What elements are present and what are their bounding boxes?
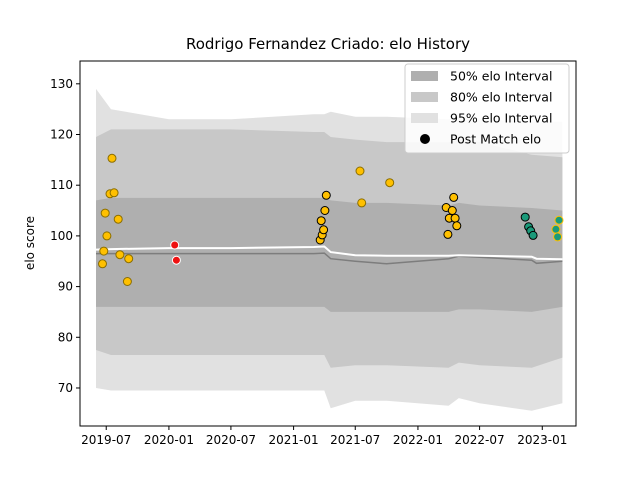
match-point — [551, 224, 561, 234]
y-axis-label: elo score — [23, 216, 37, 270]
match-point — [452, 221, 462, 231]
x-tick-label: 2020-07 — [206, 433, 256, 447]
y-tick-label: 90 — [58, 280, 73, 294]
y-tick-label: 110 — [50, 178, 73, 192]
match-point — [109, 188, 119, 198]
match-point — [449, 192, 459, 202]
legend: 50% elo Interval 80% elo Interval 95% elo … — [404, 63, 570, 154]
mean-elo-line — [96, 252, 563, 265]
legend-label: 80% elo Interval — [450, 90, 552, 105]
match-point — [170, 240, 180, 250]
x-tick-label: 2022-07 — [455, 433, 505, 447]
match-point — [107, 153, 117, 163]
legend-swatch — [411, 113, 438, 123]
legend-label: 50% elo Interval — [450, 69, 552, 84]
match-point — [171, 255, 181, 265]
legend-box — [404, 63, 570, 154]
y-tick-label: 120 — [50, 128, 73, 142]
y-tick-label: 70 — [58, 381, 73, 395]
x-tick-label: 2021-07 — [330, 433, 380, 447]
plot-area — [95, 88, 564, 411]
y-tick-label: 130 — [50, 77, 73, 91]
x-tick-label: 2020-01 — [144, 433, 194, 447]
x-tick-label: 2021-01 — [269, 433, 319, 447]
match-point — [355, 166, 365, 176]
match-point — [115, 250, 125, 260]
axes-frame — [79, 60, 577, 427]
legend-label: Post Match elo — [450, 132, 541, 147]
axes: 70 80 90 100 110 120 130 2019-07 2020-01 2020-07 2… — [50, 60, 577, 447]
legend-swatch — [411, 92, 438, 102]
chart-title: Rodrigo Fernandez Criado: elo History — [186, 35, 470, 53]
match-point — [443, 229, 453, 239]
match-point — [385, 178, 395, 188]
ci50-band — [96, 197, 563, 312]
match-point — [520, 212, 530, 222]
match-point — [122, 277, 132, 286]
match-point — [98, 259, 107, 269]
y-tick-label: 80 — [58, 330, 73, 344]
x-tick-label: 2019-07 — [81, 433, 131, 447]
match-point — [528, 230, 538, 240]
x-tick-label: 2022-01 — [393, 433, 443, 447]
match-point — [99, 246, 109, 256]
match-point — [102, 231, 112, 241]
match-point — [320, 206, 330, 215]
match-point — [124, 254, 134, 264]
legend-swatch — [411, 71, 438, 81]
legend-label: 95% elo Interval — [450, 111, 552, 126]
match-point — [100, 208, 110, 218]
match-point — [553, 232, 563, 242]
match-point — [554, 215, 564, 225]
y-tick-label: 100 — [50, 229, 73, 243]
match-point — [316, 216, 326, 226]
median-elo-line — [95, 245, 563, 261]
match-point — [319, 225, 329, 235]
match-point — [450, 213, 460, 223]
match-point — [447, 206, 457, 215]
plot-content — [95, 88, 564, 411]
x-tick-label: 2023-01 — [517, 433, 567, 447]
match-point — [321, 190, 331, 200]
legend-marker — [420, 134, 430, 144]
match-point — [357, 198, 367, 208]
match-point — [113, 214, 123, 224]
